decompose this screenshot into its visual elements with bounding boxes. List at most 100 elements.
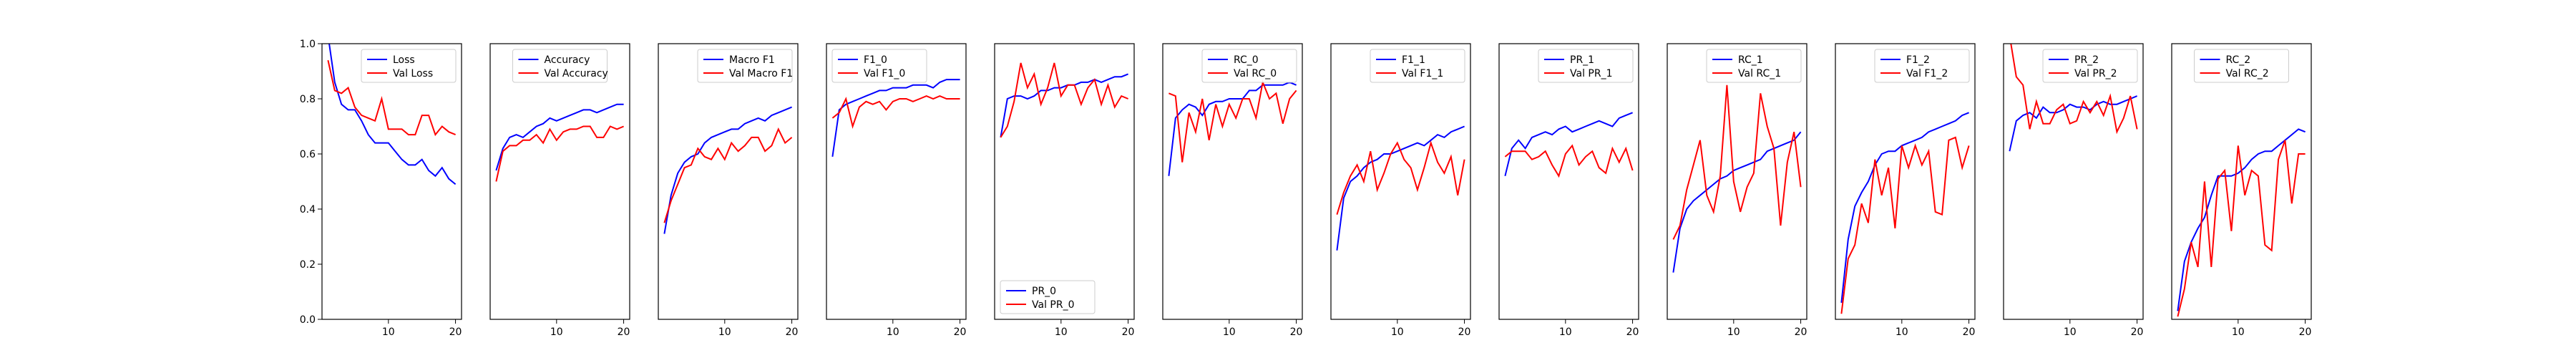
series-line-val — [327, 59, 456, 137]
axes-frame — [321, 43, 462, 320]
legend-label: F1_1 — [1402, 54, 1425, 66]
legend: F1_0 Val F1_0 — [831, 49, 927, 83]
legend: PR_1 Val PR_1 — [1538, 49, 1634, 83]
series-line-train — [663, 106, 792, 234]
series-line-val — [1169, 79, 1297, 163]
axes-frame — [826, 43, 967, 320]
y-tick-label: 0.2 — [300, 259, 316, 271]
legend-box — [1874, 49, 1970, 83]
series-line-train — [1000, 73, 1128, 138]
legend-box — [1201, 49, 1297, 83]
legend-box — [361, 49, 457, 83]
legend-box — [1000, 280, 1096, 314]
x-tick-label: 20 — [786, 326, 799, 338]
x-tick-label: 20 — [449, 326, 462, 338]
legend-label: Accuracy — [545, 54, 590, 66]
legend: PR_2 Val PR_2 — [2042, 49, 2138, 83]
legend: Accuracy Val Accuracy — [512, 49, 608, 83]
legend-label: Val PR_2 — [2074, 68, 2117, 79]
series-line-train — [831, 79, 960, 158]
x-tick-label: 10 — [1559, 326, 1572, 338]
axes-frame — [1330, 43, 1471, 320]
y-tick-label: 0.6 — [300, 149, 316, 160]
legend-label: PR_0 — [1032, 286, 1056, 297]
legend-label: Val Macro F1 — [729, 68, 793, 79]
axes-frame — [489, 43, 630, 320]
x-tick-label: 20 — [1458, 326, 1471, 338]
legend: Macro F1 Val Macro F1 — [697, 49, 793, 83]
legend: Loss Val Loss — [361, 49, 457, 83]
legend-box — [1706, 49, 1802, 83]
x-tick-label: 20 — [1626, 326, 1639, 338]
series-line-train — [1336, 125, 1465, 251]
chart-panel-12: 10 20 RC_2 Val RC_2 — [2171, 43, 2312, 338]
x-tick-label: 10 — [2064, 326, 2077, 338]
x-tick-label: 10 — [718, 326, 731, 338]
axes-frame — [1667, 43, 1807, 320]
series-line-val — [663, 127, 793, 223]
legend-label: Val RC_2 — [2226, 68, 2269, 79]
series-line-val — [495, 125, 624, 182]
series-line-val — [1000, 62, 1128, 138]
legend-label: RC_0 — [1234, 54, 1259, 66]
x-tick-label: 20 — [1963, 326, 1976, 338]
legend-label: Val RC_1 — [1738, 68, 1781, 79]
legend: RC_1 Val RC_1 — [1706, 49, 1802, 83]
series-line-val — [1336, 140, 1465, 215]
x-tick-label: 20 — [618, 326, 630, 338]
chart-panel-4: 10 20 F1_0 Val F1_0 — [826, 43, 967, 338]
chart-panel-5: 10 20 PR_0 Val PR_0 — [994, 43, 1135, 338]
series-line-train — [328, 44, 457, 185]
legend: F1_1 Val F1_1 — [1370, 49, 1465, 83]
series-line-train — [1840, 112, 1969, 304]
legend-box — [2194, 49, 2289, 83]
y-tick-label: 0.0 — [300, 314, 316, 326]
legend: PR_0 Val PR_0 — [1000, 280, 1096, 314]
legend-label: Val RC_0 — [1234, 68, 1277, 79]
axes-frame — [994, 43, 1135, 320]
x-tick-label: 20 — [954, 326, 967, 338]
series-line-val — [1840, 136, 1970, 314]
legend-label: PR_1 — [1570, 54, 1594, 66]
axes-frame — [2171, 43, 2312, 320]
series-line-train — [495, 103, 624, 171]
x-tick-label: 20 — [1290, 326, 1303, 338]
legend-label: RC_1 — [1738, 54, 1763, 66]
legend-label: PR_2 — [2074, 54, 2099, 66]
axes-frame — [658, 43, 799, 320]
x-tick-label: 10 — [1727, 326, 1740, 338]
legend-label: Val PR_1 — [1570, 68, 1613, 79]
x-tick-label: 10 — [1223, 326, 1236, 338]
legend: RC_0 Val RC_0 — [1201, 49, 1297, 83]
legend-box — [697, 49, 793, 83]
x-tick-label: 20 — [1122, 326, 1135, 338]
chart-panel-3: 10 20 Macro F1 Val Macro F1 — [658, 43, 799, 338]
legend-label: Loss — [393, 54, 415, 66]
x-tick-label: 10 — [1391, 326, 1404, 338]
legend: RC_2 Val RC_2 — [2194, 49, 2289, 83]
chart-panel-7: 10 20 F1_1 Val F1_1 — [1330, 43, 1471, 338]
chart-panel-6: 10 20 RC_0 Val RC_0 — [1162, 43, 1303, 338]
axes-frame — [1835, 43, 1976, 320]
x-tick-label: 10 — [887, 326, 899, 338]
legend-label: F1_2 — [1906, 54, 1930, 66]
y-tick-label: 1.0 — [300, 39, 316, 50]
legend-box — [2042, 49, 2138, 83]
series-line-val — [2177, 140, 2306, 317]
legend-box — [1538, 49, 1634, 83]
x-tick-label: 10 — [382, 326, 395, 338]
chart-panel-2: 10 20 Accuracy Val Accuracy — [489, 43, 630, 338]
legend-label: Val F1_2 — [1906, 68, 1948, 79]
series-line-val — [1504, 144, 1634, 178]
legend-box — [1370, 49, 1465, 83]
y-tick-label: 0.4 — [300, 204, 316, 216]
x-tick-label: 10 — [1055, 326, 1068, 338]
x-tick-label: 20 — [2299, 326, 2312, 338]
legend-label: Val F1_1 — [1402, 68, 1443, 79]
x-tick-label: 10 — [1896, 326, 1908, 338]
axes-frame — [1498, 43, 1639, 320]
legend-label: RC_2 — [2226, 54, 2251, 66]
legend-box — [831, 49, 927, 83]
chart-panel-10: 10 20 F1_2 Val F1_2 — [1835, 43, 1976, 338]
